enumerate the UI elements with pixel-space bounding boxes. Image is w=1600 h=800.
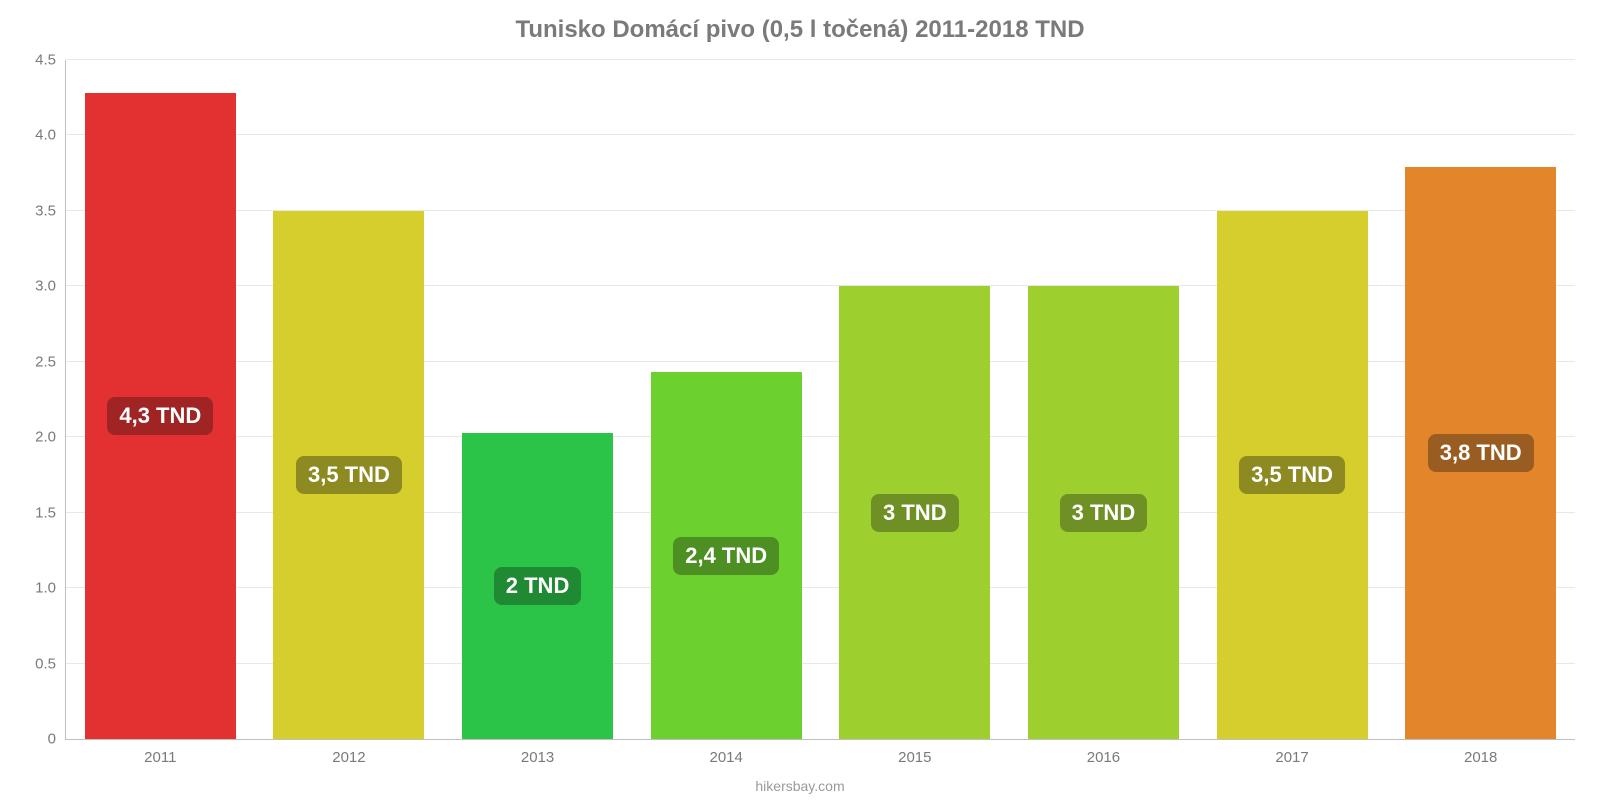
- bar-slot: 3 TND2016: [1009, 60, 1198, 739]
- ytick-label: 4.0: [35, 127, 56, 144]
- bar: 3 TND: [839, 286, 990, 739]
- ytick-label: 4.5: [35, 52, 56, 69]
- ytick-label: 2.0: [35, 429, 56, 446]
- xtick-label: 2016: [1087, 749, 1120, 766]
- bars-group: 4,3 TND20113,5 TND20122 TND20132,4 TND20…: [66, 60, 1575, 739]
- ytick-label: 0: [48, 731, 56, 748]
- bar-slot: 2,4 TND2014: [632, 60, 821, 739]
- xtick-label: 2018: [1464, 749, 1497, 766]
- ytick-label: 3.0: [35, 278, 56, 295]
- bar-value-label: 3 TND: [1060, 494, 1148, 532]
- xtick-label: 2011: [144, 749, 176, 766]
- plot-area: 00.51.01.52.02.53.03.54.04.5 4,3 TND2011…: [65, 60, 1575, 740]
- bar-value-label: 3,5 TND: [1239, 456, 1345, 494]
- attribution-text: hikersbay.com: [0, 778, 1600, 794]
- bar-slot: 3,5 TND2012: [255, 60, 444, 739]
- bar: 3,5 TND: [273, 211, 424, 739]
- ytick-label: 2.5: [35, 353, 56, 370]
- bar: 3,8 TND: [1405, 167, 1556, 739]
- bar-slot: 3,5 TND2017: [1198, 60, 1387, 739]
- bar: 3 TND: [1028, 286, 1179, 739]
- xtick-label: 2014: [710, 749, 743, 766]
- bar-value-label: 2,4 TND: [673, 537, 779, 575]
- bar-value-label: 3,8 TND: [1428, 434, 1534, 472]
- xtick-label: 2013: [521, 749, 554, 766]
- bar: 3,5 TND: [1217, 211, 1368, 739]
- xtick-label: 2017: [1275, 749, 1308, 766]
- xtick-label: 2015: [898, 749, 931, 766]
- bar-slot: 3,8 TND2018: [1386, 60, 1575, 739]
- ytick-label: 1.5: [35, 504, 56, 521]
- bar-value-label: 4,3 TND: [107, 397, 213, 435]
- bar-slot: 3 TND2015: [821, 60, 1010, 739]
- ytick-label: 1.0: [35, 580, 56, 597]
- bar-value-label: 3,5 TND: [296, 456, 402, 494]
- xtick-label: 2012: [332, 749, 365, 766]
- chart-title: Tunisko Domácí pivo (0,5 l točená) 2011-…: [0, 0, 1600, 44]
- chart-container: Tunisko Domácí pivo (0,5 l točená) 2011-…: [0, 0, 1600, 800]
- bar-slot: 4,3 TND2011: [66, 60, 255, 739]
- bar-value-label: 3 TND: [871, 494, 959, 532]
- ytick-label: 0.5: [35, 655, 56, 672]
- bar: 4,3 TND: [85, 93, 236, 739]
- bar: 2,4 TND: [651, 372, 802, 739]
- bar: 2 TND: [462, 433, 613, 739]
- bar-slot: 2 TND2013: [443, 60, 632, 739]
- ytick-label: 3.5: [35, 202, 56, 219]
- bar-value-label: 2 TND: [494, 567, 582, 605]
